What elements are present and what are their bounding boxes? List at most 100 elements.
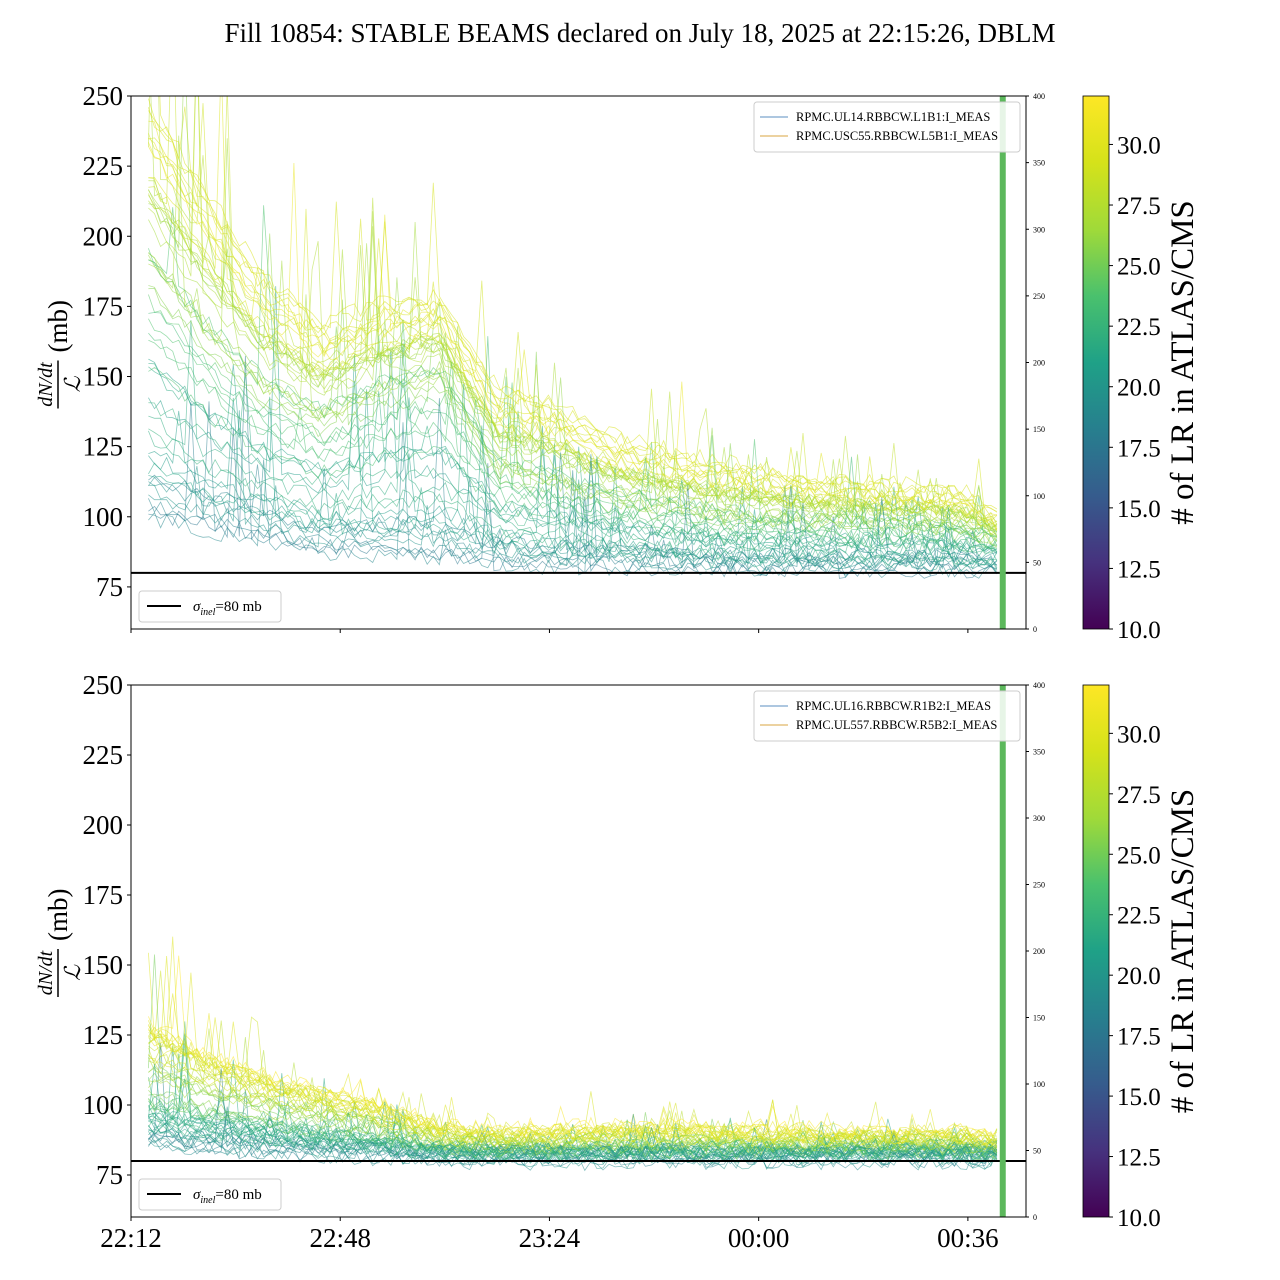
trace-bundle	[148, 936, 998, 1172]
x-tick-label: 23:24	[519, 1223, 581, 1253]
y-tick-label: 100	[83, 502, 124, 532]
right-tick-label: 300	[1033, 814, 1045, 823]
y-label-unit: (mb)	[43, 889, 73, 941]
trace-line	[148, 133, 997, 530]
y-tick-label: 250	[83, 670, 124, 700]
trace-line	[148, 339, 998, 550]
colorbar-tick-label: 10.0	[1117, 617, 1161, 644]
reference-legend-label: σinel=80 mb	[193, 1187, 262, 1206]
trace-line	[148, 332, 998, 554]
x-tick-label: 22:48	[309, 1223, 371, 1253]
colorbar-label: # of LR in ATLAS/CMS	[1165, 200, 1201, 525]
y-axis-label: dN/dt ℒ (mb)	[35, 300, 85, 409]
trace-line	[148, 259, 998, 537]
trace-line	[148, 358, 997, 553]
trace-line	[148, 954, 998, 1150]
trace-line	[148, 96, 998, 530]
trace-line	[148, 952, 997, 1144]
marker-band	[999, 96, 1006, 629]
y-tick-label: 200	[83, 221, 124, 251]
trace-line	[148, 135, 998, 544]
right-tick-label: 50	[1033, 1147, 1041, 1156]
x-tick-label: 00:36	[937, 1223, 999, 1253]
right-tick-label: 100	[1033, 1080, 1045, 1089]
y-label-unit: (mb)	[43, 300, 73, 352]
trace-line	[148, 252, 998, 537]
reference-value: =80 mb	[215, 1187, 261, 1203]
trace-bundle	[148, 96, 998, 579]
colorbar-tick-label: 30.0	[1117, 132, 1161, 159]
trace-line	[148, 383, 998, 570]
colorbar-tick-label: 17.5	[1117, 1024, 1161, 1051]
sigma-subscript: inel	[200, 607, 215, 618]
trace-line	[148, 1116, 998, 1163]
y-label-numerator: dN/dt	[35, 950, 57, 995]
right-tick-label: 150	[1033, 1014, 1045, 1023]
trace-line	[148, 1095, 998, 1158]
trace-line	[148, 253, 998, 548]
y-tick-label: 225	[83, 151, 124, 181]
panel-bottom: 75 100 125 150 175 200 225 250 0 50 100 150 200 250 30…	[35, 670, 1045, 1253]
series-legend	[753, 690, 1021, 742]
colorbar-tick-label: 20.0	[1117, 963, 1161, 990]
trace-line	[148, 410, 997, 576]
series-legend	[753, 101, 1021, 153]
colorbar-tick-label: 17.5	[1117, 435, 1161, 462]
right-tick-label: 250	[1033, 881, 1045, 890]
y-tick-label: 125	[83, 432, 124, 462]
trace-line	[148, 468, 998, 572]
y-tick-label: 175	[83, 291, 124, 321]
reference-legend	[138, 590, 282, 623]
x-tick-label: 00:00	[728, 1223, 790, 1253]
trace-line	[148, 318, 998, 541]
trace-line	[148, 146, 998, 532]
trace-line	[148, 380, 998, 554]
trace-line	[148, 1063, 997, 1158]
reference-legend-label: σinel=80 mb	[193, 599, 262, 618]
y-tick-label: 125	[83, 1020, 124, 1050]
sigma-subscript: inel	[200, 1195, 215, 1206]
y-tick-label: 200	[83, 810, 124, 840]
y-axis-label: dN/dt ℒ (mb)	[35, 889, 85, 997]
trace-line	[148, 96, 998, 530]
right-tick-label: 350	[1033, 748, 1045, 757]
legend-label: RPMC.USC55.RBBCW.L5B1:I_MEAS	[796, 129, 998, 143]
trace-line	[148, 96, 998, 523]
right-tick-label: 0	[1033, 625, 1037, 634]
colorbar-tick-label: 15.0	[1117, 1084, 1161, 1111]
colorbar-tick-label: 27.5	[1117, 193, 1161, 220]
reference-value: =80 mb	[215, 599, 261, 615]
trace-line	[148, 993, 998, 1149]
trace-line	[148, 189, 998, 542]
colorbar-tick-label: 10.0	[1117, 1205, 1161, 1232]
colorbar-tick-label: 12.5	[1117, 1145, 1161, 1172]
colorbar-tick-label: 22.5	[1117, 314, 1161, 341]
y-tick-label: 150	[83, 950, 124, 980]
y-label-numerator: dN/dt	[35, 362, 57, 407]
y-tick-label: 150	[83, 362, 124, 392]
y-tick-label: 250	[83, 81, 124, 111]
right-tick-label: 200	[1033, 359, 1045, 368]
right-tick-label: 400	[1033, 681, 1045, 690]
y-label-denominator: ℒ	[60, 964, 85, 981]
colorbar-tick-label: 20.0	[1117, 375, 1161, 402]
colorbar-tick-label: 15.0	[1117, 496, 1161, 523]
trace-line	[148, 205, 997, 538]
colorbar-tick-label: 25.0	[1117, 254, 1161, 281]
colorbar-tick-label: 25.0	[1117, 842, 1161, 869]
colorbar-bottom: 10.0 12.5 15.0 17.5 20.0 22.5 25.0 27.5 30.0 # of…	[1082, 684, 1201, 1232]
figure-title: Fill 10854: STABLE BEAMS declared on Jul…	[224, 18, 1056, 48]
sigma-symbol: σ	[193, 599, 201, 615]
trace-line	[148, 363, 998, 555]
right-tick-label: 300	[1033, 225, 1045, 234]
sigma-symbol: σ	[193, 1187, 201, 1203]
y-tick-label: 100	[83, 1090, 124, 1120]
trace-line	[148, 396, 998, 566]
colorbar-tick-label: 22.5	[1117, 903, 1161, 930]
colorbar-label: # of LR in ATLAS/CMS	[1165, 789, 1201, 1114]
y-tick-label: 225	[83, 740, 124, 770]
legend-label: RPMC.UL16.RBBCW.R1B2:I_MEAS	[796, 699, 991, 713]
trace-line	[148, 955, 998, 1141]
trace-line	[148, 110, 998, 512]
